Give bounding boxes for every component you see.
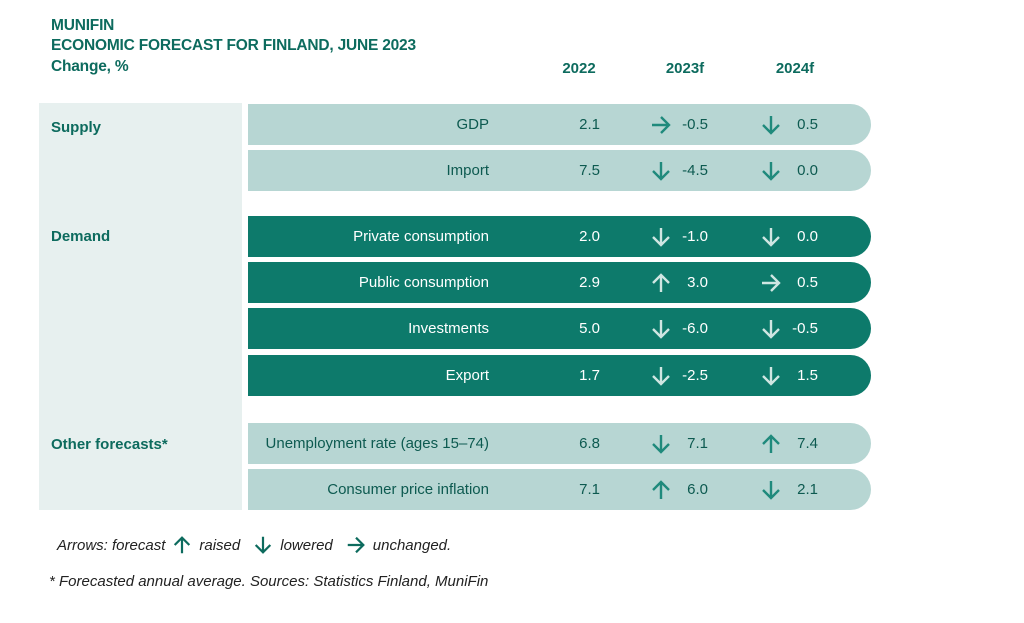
table-row: Import 7.5 -4.5 0.0 bbox=[248, 150, 871, 191]
value-2022: 2.1 bbox=[579, 116, 600, 133]
value-2024f: -0.5 bbox=[792, 320, 818, 337]
value-2023f: 7.1 bbox=[687, 435, 708, 452]
value-2023f: -0.5 bbox=[682, 116, 708, 133]
value-2024f: 0.5 bbox=[797, 116, 818, 133]
value-2023f: -2.5 bbox=[682, 367, 708, 384]
arrow-down-icon bbox=[255, 536, 272, 554]
value-2023f: -4.5 bbox=[682, 162, 708, 179]
legend-lowered: lowered bbox=[280, 536, 333, 554]
column-header-2023f: 2023f bbox=[665, 60, 705, 77]
value-2024f: 7.4 bbox=[797, 435, 818, 452]
arrow-down-icon bbox=[762, 320, 780, 339]
value-2022: 2.0 bbox=[579, 228, 600, 245]
legend-raised: raised bbox=[199, 536, 241, 554]
value-2023f: -6.0 bbox=[682, 320, 708, 337]
column-header-2022: 2022 bbox=[562, 60, 596, 77]
arrow-up-icon bbox=[652, 480, 670, 499]
row-label: GDP bbox=[456, 116, 489, 133]
table-row: Public consumption 2.9 3.0 0.5 bbox=[248, 262, 871, 303]
header-title: MUNIFIN bbox=[51, 17, 115, 34]
arrow-legend: Arrows: forecast raised lowered unchange… bbox=[57, 534, 451, 556]
value-2024f: 2.1 bbox=[797, 481, 818, 498]
value-2022: 6.8 bbox=[579, 435, 600, 452]
arrow-right-icon bbox=[652, 116, 671, 134]
arrow-right-icon bbox=[347, 536, 365, 554]
value-2023f: -1.0 bbox=[682, 228, 708, 245]
value-2024f: 0.0 bbox=[797, 162, 818, 179]
arrow-down-icon bbox=[762, 228, 780, 247]
table-row: Investments 5.0 -6.0 -0.5 bbox=[248, 308, 871, 349]
legend-prefix: Arrows: forecast bbox=[57, 536, 166, 554]
row-label: Export bbox=[445, 367, 489, 384]
row-label: Unemployment rate (ages 15–74) bbox=[265, 435, 489, 452]
value-2022: 7.1 bbox=[579, 481, 600, 498]
table-row: Private consumption 2.0 -1.0 0.0 bbox=[248, 216, 871, 257]
arrow-down-icon bbox=[652, 367, 670, 386]
legend-unchanged: unchanged. bbox=[372, 536, 452, 554]
value-2024f: 1.5 bbox=[797, 367, 818, 384]
group-label-other: Other forecasts* bbox=[51, 436, 168, 453]
arrow-up-icon bbox=[652, 273, 670, 292]
arrow-down-icon bbox=[652, 435, 670, 454]
header-unit: Change, % bbox=[51, 58, 129, 75]
value-2022: 1.7 bbox=[579, 367, 600, 384]
value-2023f: 6.0 bbox=[687, 481, 708, 498]
footnote: * Forecasted annual average. Sources: St… bbox=[49, 573, 489, 590]
row-label: Investments bbox=[408, 320, 489, 337]
table-row: Unemployment rate (ages 15–74) 6.8 7.1 7.4 bbox=[248, 423, 871, 464]
arrow-down-icon bbox=[762, 116, 780, 135]
column-header-2024f: 2024f bbox=[775, 60, 815, 77]
value-2023f: 3.0 bbox=[687, 274, 708, 291]
arrow-up-icon bbox=[762, 434, 780, 453]
group-label-demand: Demand bbox=[51, 228, 111, 245]
table-row: GDP 2.1 -0.5 0.5 bbox=[248, 104, 871, 145]
arrow-down-icon bbox=[762, 367, 780, 386]
row-label: Public consumption bbox=[358, 274, 489, 291]
value-2022: 7.5 bbox=[579, 162, 600, 179]
arrow-down-icon bbox=[652, 320, 670, 339]
value-2022: 2.9 bbox=[579, 274, 600, 291]
row-label: Import bbox=[446, 162, 489, 179]
arrow-down-icon bbox=[762, 162, 780, 181]
value-2022: 5.0 bbox=[579, 320, 600, 337]
arrow-down-icon bbox=[652, 228, 670, 247]
row-label: Consumer price inflation bbox=[327, 481, 489, 498]
arrow-down-icon bbox=[652, 162, 670, 181]
table-row: Consumer price inflation 7.1 6.0 2.1 bbox=[248, 469, 871, 510]
table-row: Export 1.7 -2.5 1.5 bbox=[248, 355, 871, 396]
arrow-right-icon bbox=[762, 274, 781, 292]
row-label: Private consumption bbox=[353, 228, 489, 245]
arrow-up-icon bbox=[174, 536, 191, 554]
value-2024f: 0.5 bbox=[797, 274, 818, 291]
group-label-supply: Supply bbox=[51, 119, 102, 136]
header-subtitle: ECONOMIC FORECAST FOR FINLAND, JUNE 2023 bbox=[51, 37, 416, 54]
group-label-panel bbox=[39, 103, 242, 510]
arrow-down-icon bbox=[762, 481, 780, 500]
value-2024f: 0.0 bbox=[797, 228, 818, 245]
